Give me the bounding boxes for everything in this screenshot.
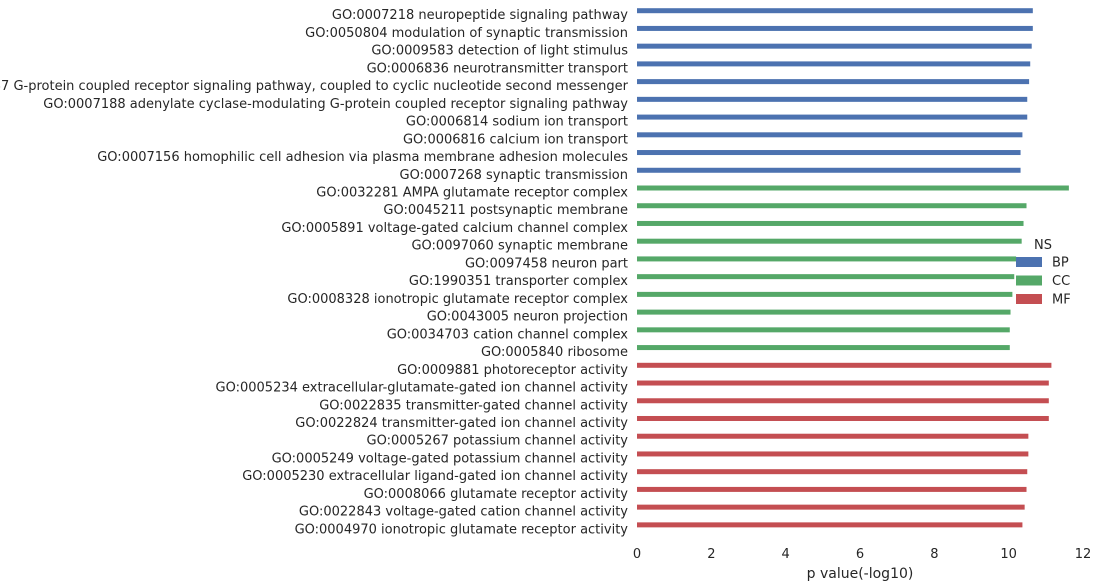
category-label: GO:0009583 detection of light stimulus <box>371 44 628 59</box>
x-tick-label: 2 <box>707 547 715 562</box>
bar-cc <box>637 345 1010 351</box>
category-label: GO:0005230 extracellular ligand-gated io… <box>242 469 628 484</box>
category-label: GO:0007268 synaptic transmission <box>400 168 628 183</box>
bars-layer <box>637 8 1069 528</box>
category-label: GO:0034703 cation channel complex <box>387 327 629 342</box>
category-label: GO:0022843 voltage-gated cation channel … <box>299 505 628 520</box>
bar-bp <box>637 79 1030 85</box>
category-label: GO:0006816 calcium ion transport <box>403 132 628 147</box>
bar-mf <box>637 504 1025 510</box>
bar-cc <box>637 274 1015 280</box>
category-label: GO:0008328 ionotropic glutamate receptor… <box>287 292 628 307</box>
legend: NS BP CC MF <box>1016 238 1071 308</box>
category-label: GO:0006814 sodium ion transport <box>406 115 628 130</box>
bar-mf <box>637 486 1027 492</box>
bar-bp <box>637 43 1032 49</box>
x-tick-label: 8 <box>930 547 938 562</box>
legend-swatch-mf <box>1016 294 1042 304</box>
bar-bp <box>637 150 1021 156</box>
category-label: GO:0008066 glutamate receptor activity <box>364 487 629 502</box>
legend-swatch-bp <box>1016 257 1042 267</box>
bar-bp <box>637 132 1023 138</box>
category-label: GO:0043005 neuron projection <box>427 310 628 325</box>
x-tick-label: 12 <box>1075 547 1092 562</box>
bar-mf <box>637 451 1029 457</box>
bar-mf <box>637 380 1049 386</box>
bar-cc <box>637 309 1011 315</box>
category-label: GO:0005891 voltage-gated calcium channel… <box>281 221 628 236</box>
category-label: GO:0050804 modulation of synaptic transm… <box>305 26 628 41</box>
legend-label-mf: MF <box>1052 293 1071 308</box>
bar-mf <box>637 433 1029 439</box>
bar-mf <box>637 362 1052 368</box>
legend-label-bp: BP <box>1052 256 1069 271</box>
bar-bp <box>637 61 1031 67</box>
legend-label-cc: CC <box>1052 274 1070 289</box>
category-label: GO:0007187 G-protein coupled receptor si… <box>0 79 629 94</box>
bar-bp <box>637 96 1028 102</box>
x-axis: 0 2 4 6 8 10 12 <box>633 547 1091 562</box>
category-label: GO:0007188 adenylate cyclase-modulating … <box>43 97 628 112</box>
category-label: GO:0022835 transmitter-gated channel act… <box>319 398 628 413</box>
category-label: GO:0005267 potassium channel activity <box>367 434 629 449</box>
bar-bp <box>637 25 1033 31</box>
x-tick-label: 6 <box>856 547 864 562</box>
category-label: GO:0007156 homophilic cell adhesion via … <box>97 150 628 165</box>
category-label: GO:0032281 AMPA glutamate receptor compl… <box>316 186 628 201</box>
bar-cc <box>637 256 1017 262</box>
bar-cc <box>637 238 1022 244</box>
category-label: GO:0006836 neurotransmitter transport <box>367 61 628 76</box>
bar-bp <box>637 167 1021 173</box>
legend-swatch-cc <box>1016 275 1042 286</box>
bar-mf <box>637 522 1023 528</box>
category-label: GO:0097060 synaptic membrane <box>411 239 628 254</box>
bar-bp <box>637 114 1028 120</box>
category-label: GO:0022824 transmitter-gated ion channel… <box>295 416 628 431</box>
category-label: GO:0045211 postsynaptic membrane <box>383 203 628 218</box>
bar-cc <box>637 203 1027 209</box>
category-label: GO:0005249 voltage-gated potassium chann… <box>272 451 629 466</box>
category-label: GO:0004970 ionotropic glutamate receptor… <box>295 522 629 537</box>
bar-bp <box>637 8 1033 14</box>
bar-mf <box>637 469 1028 475</box>
x-tick-label: 4 <box>782 547 790 562</box>
bar-mf <box>637 398 1049 404</box>
x-tick-label: 0 <box>633 547 641 562</box>
category-label: GO:0005840 ribosome <box>481 345 628 360</box>
x-tick-label: 10 <box>1000 547 1017 562</box>
category-label: GO:1990351 transporter complex <box>409 274 628 289</box>
bar-cc <box>637 327 1010 333</box>
bar-cc <box>637 185 1069 191</box>
category-label: GO:0005234 extracellular-glutamate-gated… <box>216 381 629 396</box>
category-labels-layer: GO:0007218 neuropeptide signaling pathwa… <box>0 8 629 537</box>
bar-cc <box>637 291 1013 297</box>
category-label: GO:0009881 photoreceptor activity <box>397 363 628 378</box>
category-label: GO:0097458 neuron part <box>465 256 628 271</box>
legend-title: NS <box>1034 238 1052 253</box>
bar-mf <box>637 415 1049 421</box>
bar-cc <box>637 220 1024 226</box>
category-label: GO:0007218 neuropeptide signaling pathwa… <box>332 8 628 23</box>
x-axis-title: p value(-log10) <box>807 566 914 582</box>
